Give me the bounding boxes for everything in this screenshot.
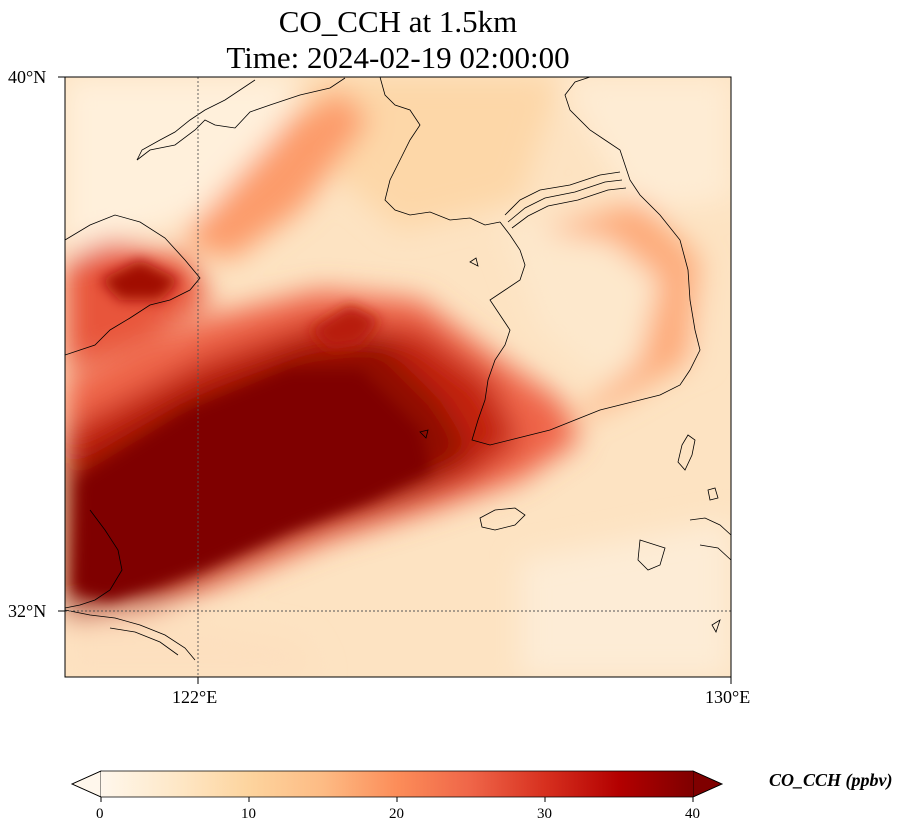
map-frame [64,76,732,678]
colorbar-gradient [101,771,693,797]
map-title-line2: Time: 2024-02-19 02:00:00 [226,40,570,75]
colorbar-tick-0: 0 [96,806,104,822]
colorbar-max-extend [692,770,723,798]
colorbar-tick-40: 40 [685,806,700,822]
colorbar [71,770,723,802]
lat-tick-32n: 32°N [8,601,47,621]
colorbar-tick-20: 20 [389,806,404,822]
gridlines [65,77,731,677]
colorbar-tick-10: 10 [241,806,256,822]
colorbar-min-extend [71,770,102,798]
lon-tick-122e: 122°E [172,687,218,707]
concentration-field [65,77,731,677]
map-title-line1: CO_CCH at 1.5km [278,4,518,39]
lon-tick-130e: 130°E [705,687,751,707]
axis-ticks [58,76,732,684]
lat-tick-40n: 40°N [8,67,47,87]
colorbar-tick-30: 30 [537,806,552,822]
colorbar-title: CO_CCH (ppbv) [769,770,893,790]
coastlines [65,77,731,661]
